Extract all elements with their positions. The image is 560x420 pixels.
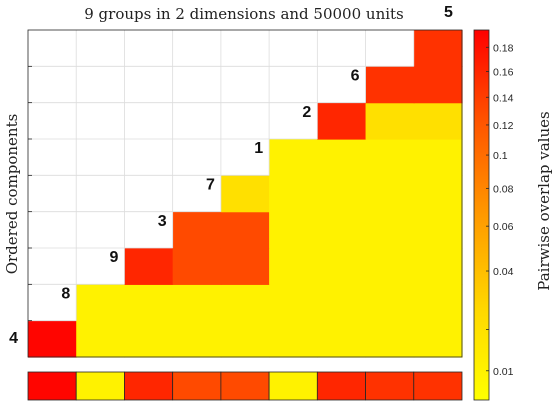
heatmap-cell [221,175,270,212]
colorbar: 0.01 0.04 0.06 0.08 0.1 0.12 0.14 0.16 0.18 [474,30,514,400]
colorbar-tick-label: 0.04 [493,266,514,278]
heatmap-cell [269,284,318,321]
colorbar-label: Pairwise overlap values [535,111,553,290]
component-label: 1 [254,140,263,157]
chart-title: 9 groups in 2 dimensions and 50000 units [84,5,404,23]
heatmap-cell [366,66,415,103]
strip-cell [124,372,172,400]
component-label: 7 [206,177,215,194]
heatmap-cell [173,212,222,249]
component-label: 9 [110,249,119,266]
heatmap-cell [76,284,125,321]
heatmap-cell [366,284,415,321]
component-label: 6 [351,68,360,85]
colorbar-tick-label: 0.1 [493,150,508,162]
heatmap-cell [317,284,366,321]
heatmap-cell [366,321,415,358]
heatmap-cell [221,212,270,249]
heatmap-cell [317,175,366,212]
strip-cell [269,372,317,400]
heatmap-cell [317,248,366,285]
heatmap-cell [317,139,366,176]
heatmap-cell [414,175,463,212]
bottom-color-strip [28,372,462,400]
heatmap-cell [414,30,463,67]
heatmap-cell [317,212,366,249]
colorbar-tick-label: 0.14 [493,92,514,104]
strip-cell [317,372,365,400]
heatmap-cell [317,321,366,358]
component-label: 5 [444,4,453,21]
heatmap-cell [269,321,318,358]
heatmap-cell [366,175,415,212]
heatmap-cell [366,103,415,140]
strip-cell [173,372,221,400]
heatmap-cell [366,248,415,285]
colorbar-gradient [474,30,489,400]
colorbar-tick-label: 0.18 [493,42,514,54]
heatmap-cell [269,175,318,212]
strip-cell [221,372,269,400]
strip-cell [414,372,462,400]
strip-cell [76,372,124,400]
heatmap-cell [173,284,222,321]
heatmap-cell [366,212,415,249]
heatmap-cell [414,139,463,176]
heatmap-cell [414,212,463,249]
heatmap-cell [414,103,463,140]
heatmap-cell [173,321,222,358]
component-label: 3 [158,213,167,230]
heatmap-cell [269,139,318,176]
heatmap-cell [414,248,463,285]
component-label: 4 [9,330,18,347]
heatmap-cell [366,139,415,176]
heatmap-cell [28,321,77,358]
strip-cell [366,372,414,400]
colorbar-tick-label: 0.12 [493,120,514,132]
heatmap-cell [414,321,463,358]
heatmap-cell [173,248,222,285]
heatmap-cell [317,103,366,140]
heatmap-cells [28,30,463,358]
heatmap-cell [269,248,318,285]
y-axis-label: Ordered components [3,114,21,275]
heatmap-cell [221,321,270,358]
component-label: 8 [61,286,70,303]
heatmap-cell [414,66,463,103]
heatmap-cell [221,284,270,321]
colorbar-tick-label: 0.16 [493,66,514,78]
heatmap-cell [76,321,125,358]
colorbar-tick-label: 0.08 [493,183,514,195]
heatmap-cell [414,284,463,321]
colorbar-tick-label: 0.01 [493,366,514,378]
heatmap-cell [124,321,173,358]
component-label: 2 [302,104,311,121]
strip-cell [28,372,76,400]
y-axis-ticks [28,66,32,320]
heatmap-cell [269,212,318,249]
heatmap-cell [124,284,173,321]
heatmap-cell [124,248,173,285]
colorbar-tick-label: 0.06 [493,221,514,233]
heatmap-cell [221,248,270,285]
